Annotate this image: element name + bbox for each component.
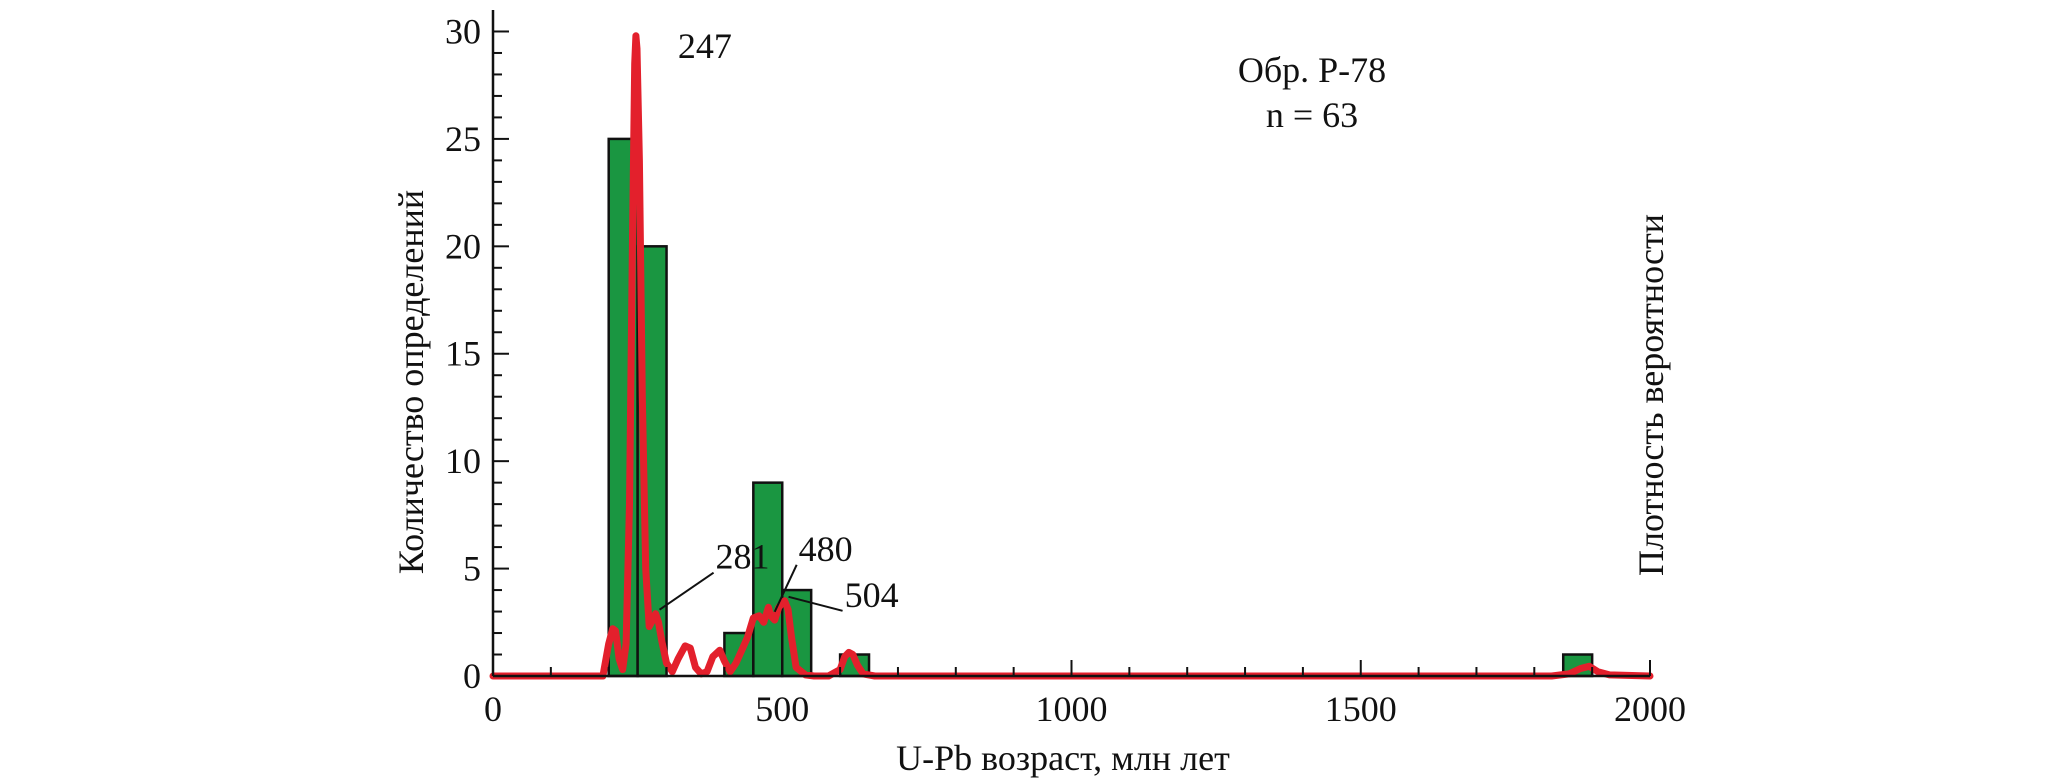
x-tick-label: 1000 bbox=[1036, 689, 1108, 729]
x-tick-label: 500 bbox=[755, 689, 809, 729]
x-tick-label: 2000 bbox=[1614, 689, 1686, 729]
y-tick-label: 15 bbox=[445, 334, 481, 374]
sample-label: Обр. Р-78 bbox=[1238, 50, 1386, 90]
y2-axis-title: Плотность вероятности bbox=[1631, 214, 1671, 576]
y-tick-label: 10 bbox=[445, 441, 481, 481]
density-curve-layer bbox=[489, 32, 1654, 680]
peak-leader-480 bbox=[773, 564, 798, 613]
y-tick-label: 20 bbox=[445, 226, 481, 266]
peak-leader-504 bbox=[788, 595, 843, 612]
histogram-bars bbox=[607, 137, 1594, 678]
density-curve bbox=[489, 32, 1654, 680]
y-tick-label: 5 bbox=[463, 549, 481, 589]
x-tick-label: 1500 bbox=[1325, 689, 1397, 729]
y-tick-label: 0 bbox=[463, 656, 481, 696]
peak-leader-281 bbox=[658, 571, 715, 611]
y-tick-label: 25 bbox=[445, 119, 481, 159]
y-tick-label: 30 bbox=[445, 11, 481, 51]
x-tick-label: 0 bbox=[484, 689, 502, 729]
sample-count-label: n = 63 bbox=[1266, 95, 1358, 135]
histogram-bar-3 bbox=[752, 481, 784, 678]
peak-leader-lines bbox=[658, 564, 843, 613]
y-axis-title: Количество определений bbox=[391, 190, 431, 574]
peak-label-247: 247 bbox=[678, 26, 732, 66]
ticks: 0 500 1000 1500 2000 0 5 10 15 20 25 30 bbox=[445, 11, 1686, 729]
x-axis-title: U-Pb возраст, млн лет bbox=[896, 738, 1230, 778]
peak-labels: 247 281 480 504 bbox=[678, 26, 899, 615]
peak-label-504: 504 bbox=[845, 575, 899, 615]
peak-label-480: 480 bbox=[799, 529, 853, 569]
peak-label-281: 281 bbox=[716, 537, 770, 577]
